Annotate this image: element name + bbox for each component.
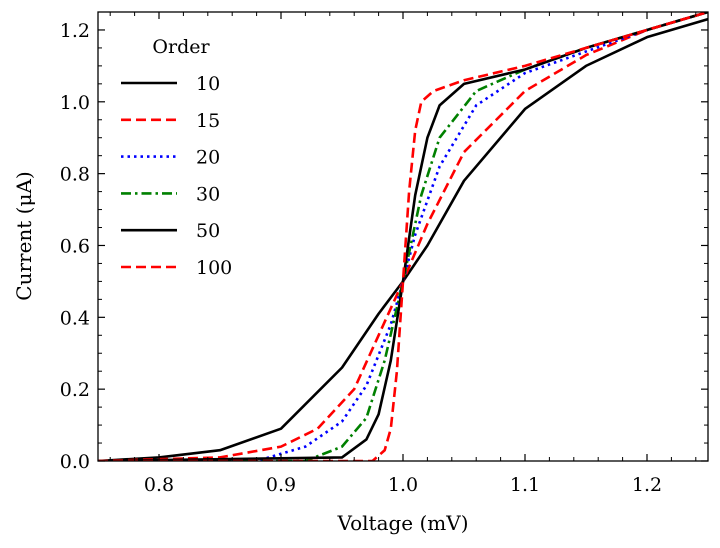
series-line-30 (98, 12, 708, 461)
y-tick-label: 1.0 (60, 92, 90, 114)
y-tick-label: 0.8 (60, 164, 90, 186)
series-line-100 (98, 12, 708, 461)
series-line-15 (98, 12, 708, 461)
y-tick-label: 0.0 (60, 451, 90, 473)
y-axis-label: Current (μA) (12, 171, 36, 300)
legend-label-20: 20 (196, 147, 220, 169)
x-tick-label: 0.8 (144, 474, 174, 496)
legend-label-50: 50 (196, 220, 220, 242)
series-line-20 (98, 12, 708, 461)
legend-label-30: 30 (196, 183, 220, 205)
series-line-10 (98, 17, 708, 461)
x-tick-label: 0.9 (266, 474, 296, 496)
x-tick-label: 1.0 (388, 474, 418, 496)
y-tick-label: 0.2 (60, 379, 90, 401)
y-tick-label: 1.2 (60, 20, 90, 42)
x-axis-label: Voltage (mV) (336, 511, 468, 535)
series-layer (98, 12, 708, 461)
y-tick-label: 0.6 (60, 235, 90, 257)
x-tick-label: 1.2 (632, 474, 662, 496)
y-tick-label: 0.4 (60, 307, 90, 329)
ticks-layer: 0.8 0.9 1.0 1.1 1.2 0.0 0.2 0.4 0.6 0.8 1.0 1.2 (60, 12, 708, 496)
legend: Order 10 15 20 30 50 100 (121, 36, 232, 279)
legend-label-100: 100 (196, 257, 232, 279)
legend-label-10: 10 (196, 73, 220, 95)
plot-frame (97, 11, 709, 462)
legend-label-15: 15 (196, 110, 220, 132)
series-line-50 (98, 12, 708, 461)
legend-title: Order (152, 36, 210, 58)
x-tick-label: 1.1 (510, 474, 540, 496)
